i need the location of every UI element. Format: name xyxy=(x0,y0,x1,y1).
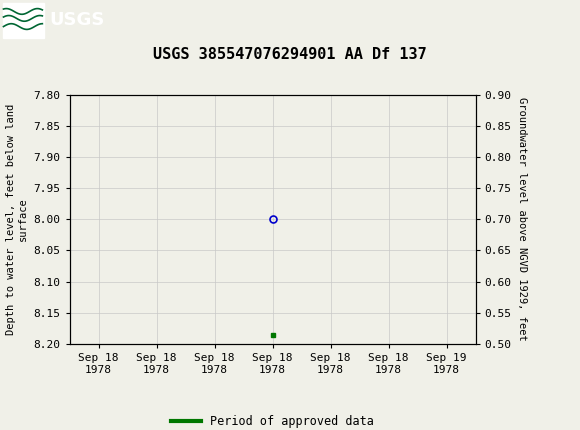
Text: USGS 385547076294901 AA Df 137: USGS 385547076294901 AA Df 137 xyxy=(153,47,427,62)
Legend: Period of approved data: Period of approved data xyxy=(166,410,379,430)
Y-axis label: Depth to water level, feet below land
surface: Depth to water level, feet below land su… xyxy=(6,104,28,335)
FancyBboxPatch shape xyxy=(3,3,43,37)
Text: USGS: USGS xyxy=(49,12,104,29)
Y-axis label: Groundwater level above NGVD 1929, feet: Groundwater level above NGVD 1929, feet xyxy=(517,98,527,341)
